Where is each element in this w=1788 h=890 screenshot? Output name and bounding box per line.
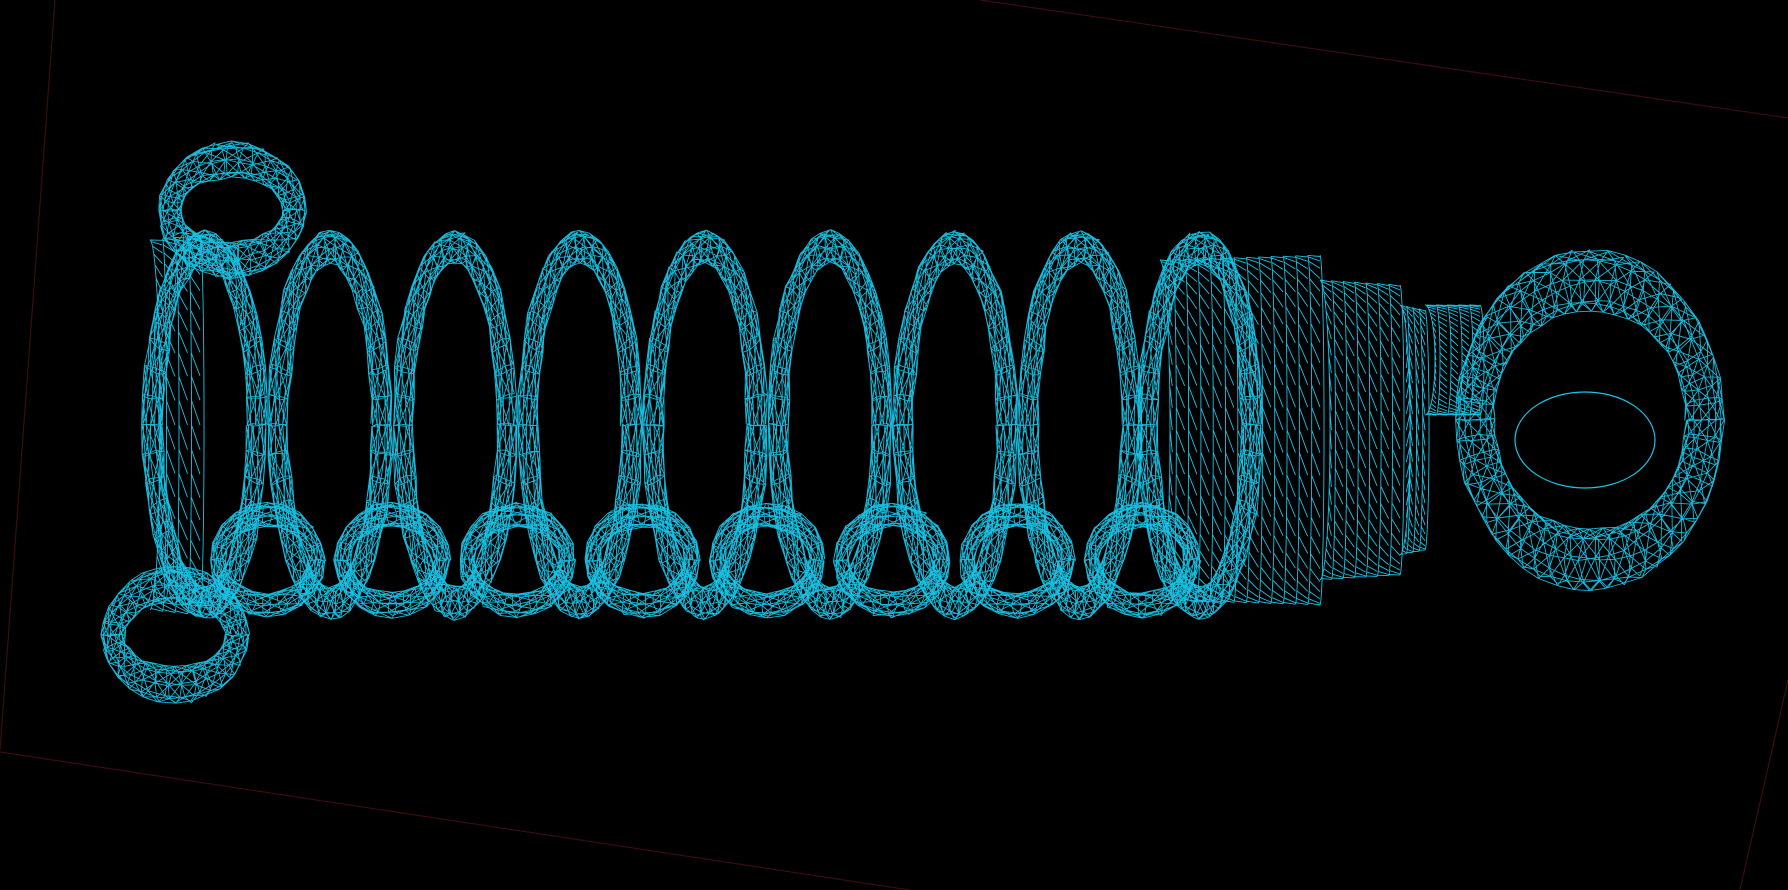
boundary-right-edge	[1739, 679, 1788, 890]
coil-link-6-wires	[832, 502, 951, 619]
spring-coil-2-wires	[267, 229, 394, 620]
coil-link-4	[584, 503, 701, 619]
rod-end-eye	[1455, 249, 1726, 592]
boundary-top-edge	[979, 0, 1788, 119]
rod-end-bore	[1514, 391, 1656, 489]
coil-link-1	[210, 502, 327, 618]
damper-body-upper-wires	[1319, 279, 1405, 581]
bottom-eyelet	[100, 565, 251, 704]
piston-rod-shaft	[1424, 304, 1485, 416]
coil-link-7-wires	[959, 503, 1077, 619]
spring-coil-3	[393, 230, 518, 621]
end-eyelets	[100, 140, 308, 704]
coil-link-6	[832, 502, 951, 619]
coil-link-3	[459, 501, 577, 619]
spring-coil-3-wires	[393, 230, 518, 621]
spring-coil-6-wires	[767, 229, 893, 620]
left-end-cap	[149, 234, 205, 616]
boundary-left-edge	[0, 0, 56, 751]
spring-coil-7-wires	[891, 229, 1019, 621]
coil-link-2	[333, 501, 452, 619]
coil-link-1-wires	[210, 502, 327, 618]
spring-seat-wires	[1159, 254, 1325, 606]
coil-link-5	[708, 502, 826, 619]
spring-seat	[1159, 254, 1325, 606]
damper-body-collar	[1399, 304, 1430, 556]
damper-body-upper	[1319, 279, 1405, 581]
top-eyelet-wires	[158, 140, 308, 279]
shock-absorber-mesh	[100, 140, 1726, 704]
spring-coil-4-wires	[517, 229, 644, 620]
rod-end-eye-ring-wires	[1455, 249, 1726, 592]
damper-body	[1159, 254, 1430, 606]
spring-coil-7	[891, 229, 1019, 621]
piston-rod	[1424, 304, 1485, 416]
spring-coil-8	[1017, 230, 1143, 621]
spring-coil-8-wires	[1017, 230, 1143, 621]
spring-coils	[141, 229, 1263, 621]
rod-end-eye-ring	[1455, 249, 1726, 592]
coil-link-2-wires	[333, 501, 452, 619]
boundary-bottom-edge	[0, 751, 911, 890]
left-end-cap-wires	[149, 234, 205, 616]
bottom-eyelet-wires	[100, 565, 251, 704]
spring-coil-5	[641, 229, 768, 621]
damper-body-collar-wires	[1399, 304, 1430, 556]
spring-coil-6	[767, 229, 893, 620]
spring-coil-4	[517, 229, 644, 620]
coil-link-3-wires	[459, 501, 577, 619]
spring-coil-2	[267, 229, 394, 620]
coil-link-4-wires	[584, 503, 701, 619]
coil-link-7	[959, 503, 1077, 619]
spring-coil-5-wires	[641, 229, 768, 621]
piston-rod-shaft-wires	[1424, 304, 1485, 416]
top-eyelet	[158, 140, 308, 279]
coil-link-5-wires	[708, 502, 826, 619]
